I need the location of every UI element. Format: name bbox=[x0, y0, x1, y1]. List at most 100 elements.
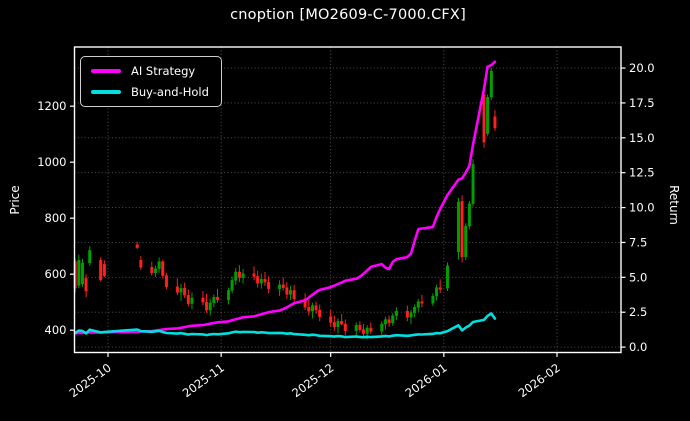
x-tick-label: 2025-11 bbox=[180, 361, 227, 401]
candle-up bbox=[354, 324, 358, 331]
candle-down bbox=[340, 321, 344, 325]
buy-and-hold-line bbox=[73, 312, 497, 339]
candle-down bbox=[164, 275, 168, 288]
candle-up bbox=[486, 97, 490, 134]
right-tick-label: 20.0 bbox=[629, 61, 655, 75]
candle-up bbox=[153, 268, 157, 274]
candle-down bbox=[405, 310, 409, 318]
x-tick-label: 2026-02 bbox=[516, 361, 563, 401]
candle-up bbox=[391, 315, 395, 324]
candle-down bbox=[281, 284, 285, 288]
candle-up bbox=[464, 225, 468, 258]
candle-up bbox=[445, 265, 449, 289]
x-tick-label: 2025-12 bbox=[289, 361, 336, 401]
candle-down bbox=[460, 201, 464, 258]
candle-up bbox=[190, 297, 194, 304]
candle-down bbox=[263, 279, 267, 283]
candle-down bbox=[369, 327, 373, 332]
candle-up bbox=[456, 201, 460, 253]
candle-down bbox=[358, 324, 362, 330]
candle-up bbox=[278, 284, 282, 289]
candle-down bbox=[139, 260, 143, 268]
right-tick-label: 5.0 bbox=[629, 270, 647, 284]
candle-down bbox=[237, 271, 241, 278]
candle-up bbox=[471, 164, 475, 204]
candle-down bbox=[135, 244, 139, 248]
buy-and-hold-legend-label: Buy-and-Hold bbox=[131, 85, 209, 99]
candle-down bbox=[307, 307, 311, 312]
candle-up bbox=[208, 302, 212, 311]
candle-down bbox=[175, 286, 179, 293]
candle-down bbox=[205, 302, 209, 311]
candle-down bbox=[216, 296, 220, 301]
candle-up bbox=[394, 310, 398, 316]
right-tick-label: 7.5 bbox=[629, 235, 647, 249]
candle-down bbox=[482, 94, 486, 143]
candle-up bbox=[413, 307, 417, 314]
candle-down bbox=[161, 261, 165, 276]
left-tick-label: 800 bbox=[45, 211, 67, 225]
candle-down bbox=[420, 301, 424, 304]
candle-up bbox=[88, 250, 92, 264]
left-tick-label: 1000 bbox=[37, 155, 66, 169]
candle-up bbox=[77, 260, 81, 286]
plot-border bbox=[73, 46, 622, 354]
candle-down bbox=[493, 116, 497, 129]
candle-down bbox=[332, 322, 336, 328]
candle-up bbox=[226, 290, 230, 301]
candle-down bbox=[318, 309, 322, 317]
ai-strategy-legend-label: AI Strategy bbox=[131, 64, 196, 78]
candle-down bbox=[186, 295, 190, 304]
right-tick-label: 2.5 bbox=[629, 305, 647, 319]
candle-up bbox=[179, 288, 183, 293]
left-tick-label: 1200 bbox=[37, 99, 66, 113]
candle-down bbox=[252, 273, 256, 277]
candle-down bbox=[201, 297, 205, 303]
right-tick-label: 15.0 bbox=[629, 131, 655, 145]
candle-down bbox=[150, 267, 154, 274]
candle-up bbox=[416, 301, 420, 308]
candle-down bbox=[387, 319, 391, 324]
legend-item-ai-strategy: AI Strategy bbox=[91, 63, 209, 79]
x-tick-label: 2026-01 bbox=[402, 361, 449, 401]
ai-strategy-line bbox=[73, 60, 497, 335]
candle-down bbox=[267, 281, 271, 289]
candle-up bbox=[234, 271, 238, 281]
candle-up bbox=[310, 305, 314, 312]
buy-and-hold-line-swatch bbox=[91, 90, 121, 94]
candle-down bbox=[99, 260, 103, 281]
candle-down bbox=[362, 329, 366, 334]
left-tick-label: 400 bbox=[45, 323, 67, 337]
right-tick-label: 12.5 bbox=[629, 166, 655, 180]
candle-up bbox=[230, 280, 234, 291]
candle-up bbox=[289, 290, 293, 295]
candle-up bbox=[467, 203, 471, 227]
candle-down bbox=[256, 276, 260, 284]
candle-down bbox=[285, 287, 289, 295]
candle-up bbox=[212, 296, 216, 303]
chart-title: cnoption [MO2609-C-7000.CFX] bbox=[230, 7, 466, 23]
candle-down bbox=[438, 287, 442, 290]
candle-down bbox=[343, 323, 347, 331]
candle-up bbox=[435, 287, 439, 297]
candle-down bbox=[102, 264, 106, 276]
candle-down bbox=[292, 290, 296, 300]
candle-up bbox=[80, 262, 84, 285]
candle-up bbox=[431, 295, 435, 304]
legend-item-buy-and-hold: Buy-and-Hold bbox=[91, 84, 209, 100]
left-tick-label: 600 bbox=[45, 267, 67, 281]
candle-up bbox=[365, 327, 369, 334]
candle-up bbox=[157, 261, 161, 269]
right-tick-label: 10.0 bbox=[629, 201, 655, 215]
right-tick-label: 0.0 bbox=[629, 340, 647, 354]
candle-down bbox=[84, 278, 88, 292]
legend: AI Strategy Buy-and-Hold bbox=[80, 56, 222, 107]
right-tick-label: 17.5 bbox=[629, 96, 655, 110]
candle-up bbox=[489, 70, 493, 98]
candle-down bbox=[314, 305, 318, 311]
candle-up bbox=[259, 279, 263, 284]
ai-strategy-line-swatch bbox=[91, 69, 121, 73]
candle-up bbox=[383, 319, 387, 325]
